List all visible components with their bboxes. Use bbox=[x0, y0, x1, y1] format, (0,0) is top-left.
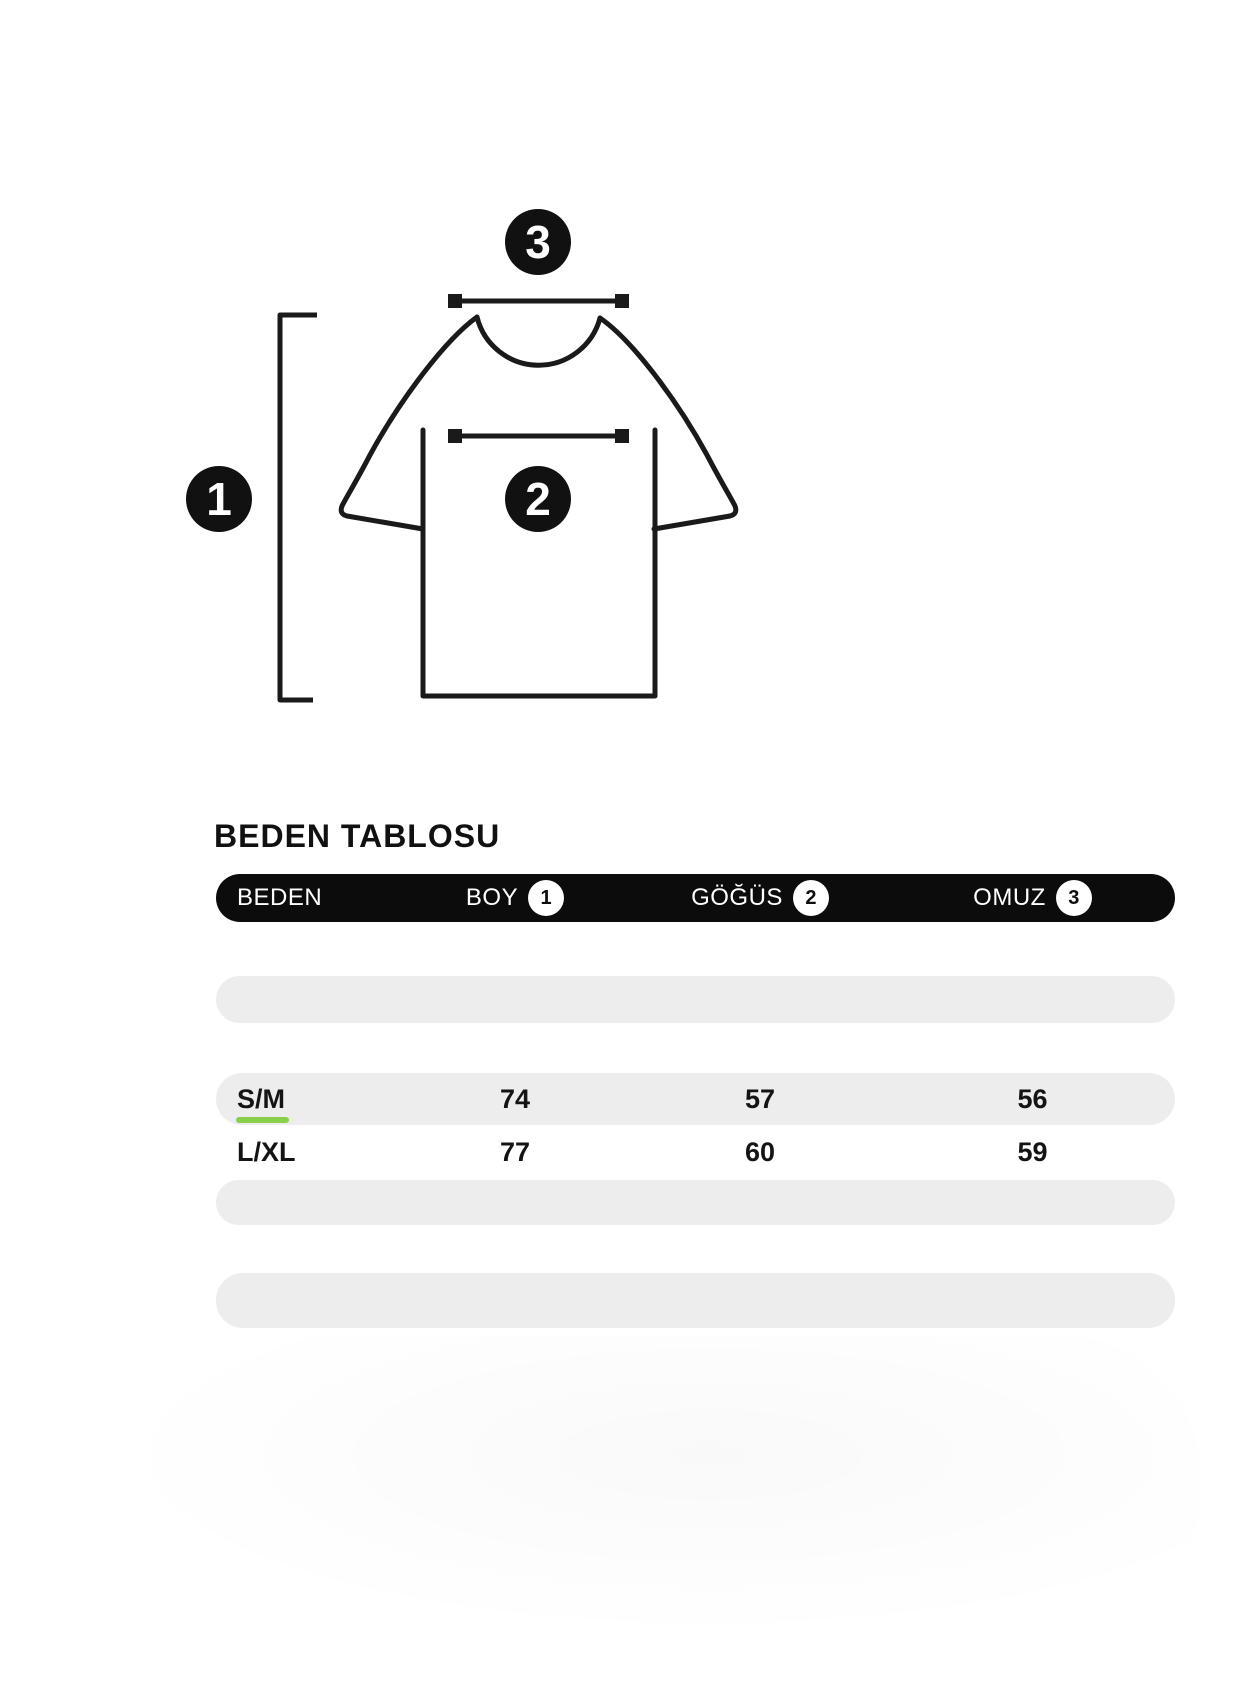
header-cell-omuz: OMUZ 3 bbox=[973, 880, 1092, 916]
empty-stripe-row-3 bbox=[216, 1273, 1175, 1328]
size-cell-lxl[interactable]: L/XL bbox=[216, 1137, 296, 1168]
shoulder-line-left-endpoint bbox=[448, 294, 462, 308]
shoulder-line-right-endpoint bbox=[615, 294, 629, 308]
header-label-gogus: GÖĞÜS bbox=[691, 884, 783, 911]
size-chart-header-row: BEDEN BOY 1 GÖĞÜS 2 OMUZ 3 bbox=[216, 874, 1175, 922]
shirt-body-outline bbox=[420, 427, 658, 699]
gogus-value-lxl: 60 bbox=[744, 1137, 776, 1167]
shirt-neckline bbox=[474, 314, 603, 368]
boy-value-lxl: 77 bbox=[499, 1137, 531, 1167]
length-marker: 1 bbox=[186, 466, 252, 532]
header-label-beden: BEDEN bbox=[237, 884, 323, 911]
header-label-boy: BOY bbox=[465, 884, 519, 911]
chest-marker-circle bbox=[505, 466, 571, 532]
shirt-left-sleeve-outline bbox=[338, 314, 480, 532]
row-sm-stripe-background bbox=[216, 1073, 1175, 1125]
chest-badge: 2 bbox=[792, 880, 829, 916]
chest-line-left-endpoint bbox=[448, 429, 462, 443]
header-cell-beden: BEDEN bbox=[216, 884, 322, 912]
shoulder-marker-label: 3 bbox=[525, 216, 551, 268]
table-row-lxl: L/XL 77 60 59 bbox=[216, 1125, 1175, 1180]
shoulder-marker-circle bbox=[505, 209, 571, 275]
size-option-sm[interactable]: S/M bbox=[235, 1083, 290, 1123]
tshirt-measurement-diagram: 3 1 2 bbox=[186, 209, 739, 703]
size-chart-title: BEDEN TABLOSU bbox=[214, 818, 501, 854]
header-cell-boy: BOY 1 bbox=[465, 880, 565, 916]
gogus-value-sm: 57 bbox=[744, 1083, 776, 1114]
length-badge: 1 bbox=[528, 880, 565, 916]
chest-marker-label: 2 bbox=[525, 473, 551, 525]
faint-watermark bbox=[110, 1335, 1200, 1635]
length-bracket bbox=[277, 312, 317, 703]
boy-value-sm: 74 bbox=[499, 1083, 531, 1114]
omuz-value-lxl: 59 bbox=[1017, 1137, 1048, 1167]
shirt-right-sleeve-outline bbox=[597, 315, 739, 532]
empty-stripe-row-1 bbox=[216, 976, 1175, 1023]
length-marker-circle bbox=[186, 466, 252, 532]
table-row-sm: S/M 74 57 56 bbox=[216, 1073, 1175, 1125]
header-cell-gogus: GÖĞÜS 2 bbox=[691, 880, 829, 916]
header-label-omuz: OMUZ bbox=[973, 884, 1046, 911]
size-option-lxl[interactable]: L/XL bbox=[237, 1137, 296, 1167]
chest-marker: 2 bbox=[505, 466, 571, 532]
size-cell-sm[interactable]: S/M bbox=[216, 1083, 290, 1123]
omuz-value-sm: 56 bbox=[1017, 1083, 1048, 1114]
length-marker-label: 1 bbox=[206, 473, 232, 525]
shoulder-marker: 3 bbox=[505, 209, 571, 275]
chest-line-right-endpoint bbox=[615, 429, 629, 443]
empty-stripe-row-2 bbox=[216, 1180, 1175, 1225]
shoulder-badge: 3 bbox=[1055, 880, 1092, 916]
